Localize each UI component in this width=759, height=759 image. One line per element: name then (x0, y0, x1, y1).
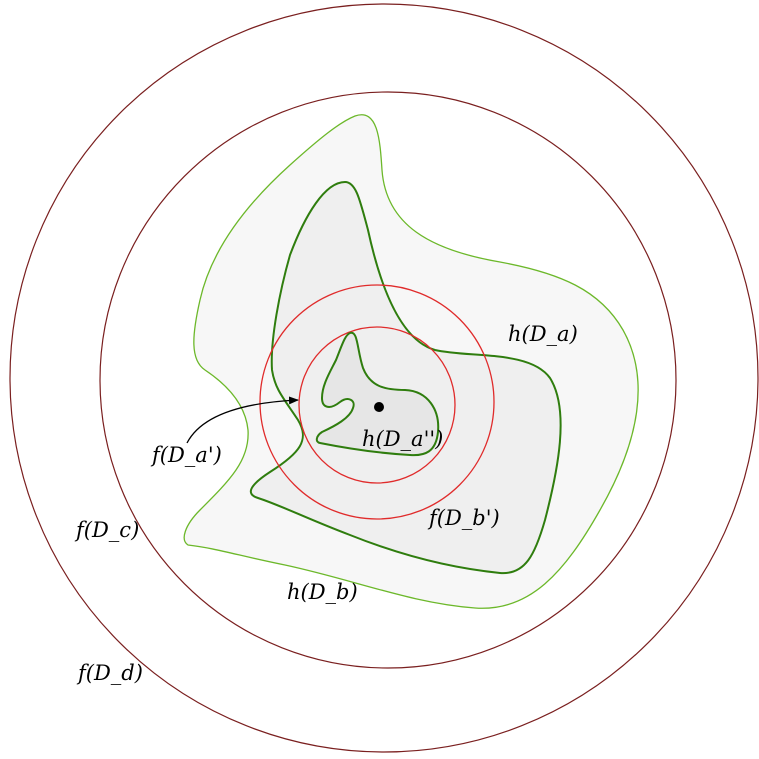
label-h-Da-double-prime: h(D_a'') (362, 427, 443, 451)
label-h-Da: h(D_a) (508, 322, 578, 346)
label-f-Dc: f(D_c) (74, 518, 139, 542)
label-f-Da-prime: f(D_a') (150, 443, 222, 467)
label-f-Db-prime: f(D_b') (427, 506, 500, 530)
region-h-Da-double-prime (315, 331, 440, 457)
label-f-Dd: f(D_d) (76, 661, 143, 685)
label-h-Db: h(D_b) (287, 580, 358, 604)
center-point-icon (374, 402, 384, 412)
circle-f-Da-prime (298, 326, 456, 484)
circle-f-Db-prime (259, 284, 495, 520)
curved-arrow-icon (186, 396, 299, 444)
region-h-Da (249, 180, 562, 575)
circle-f-Dc (99, 91, 677, 669)
circle-f-Dd (9, 3, 759, 753)
